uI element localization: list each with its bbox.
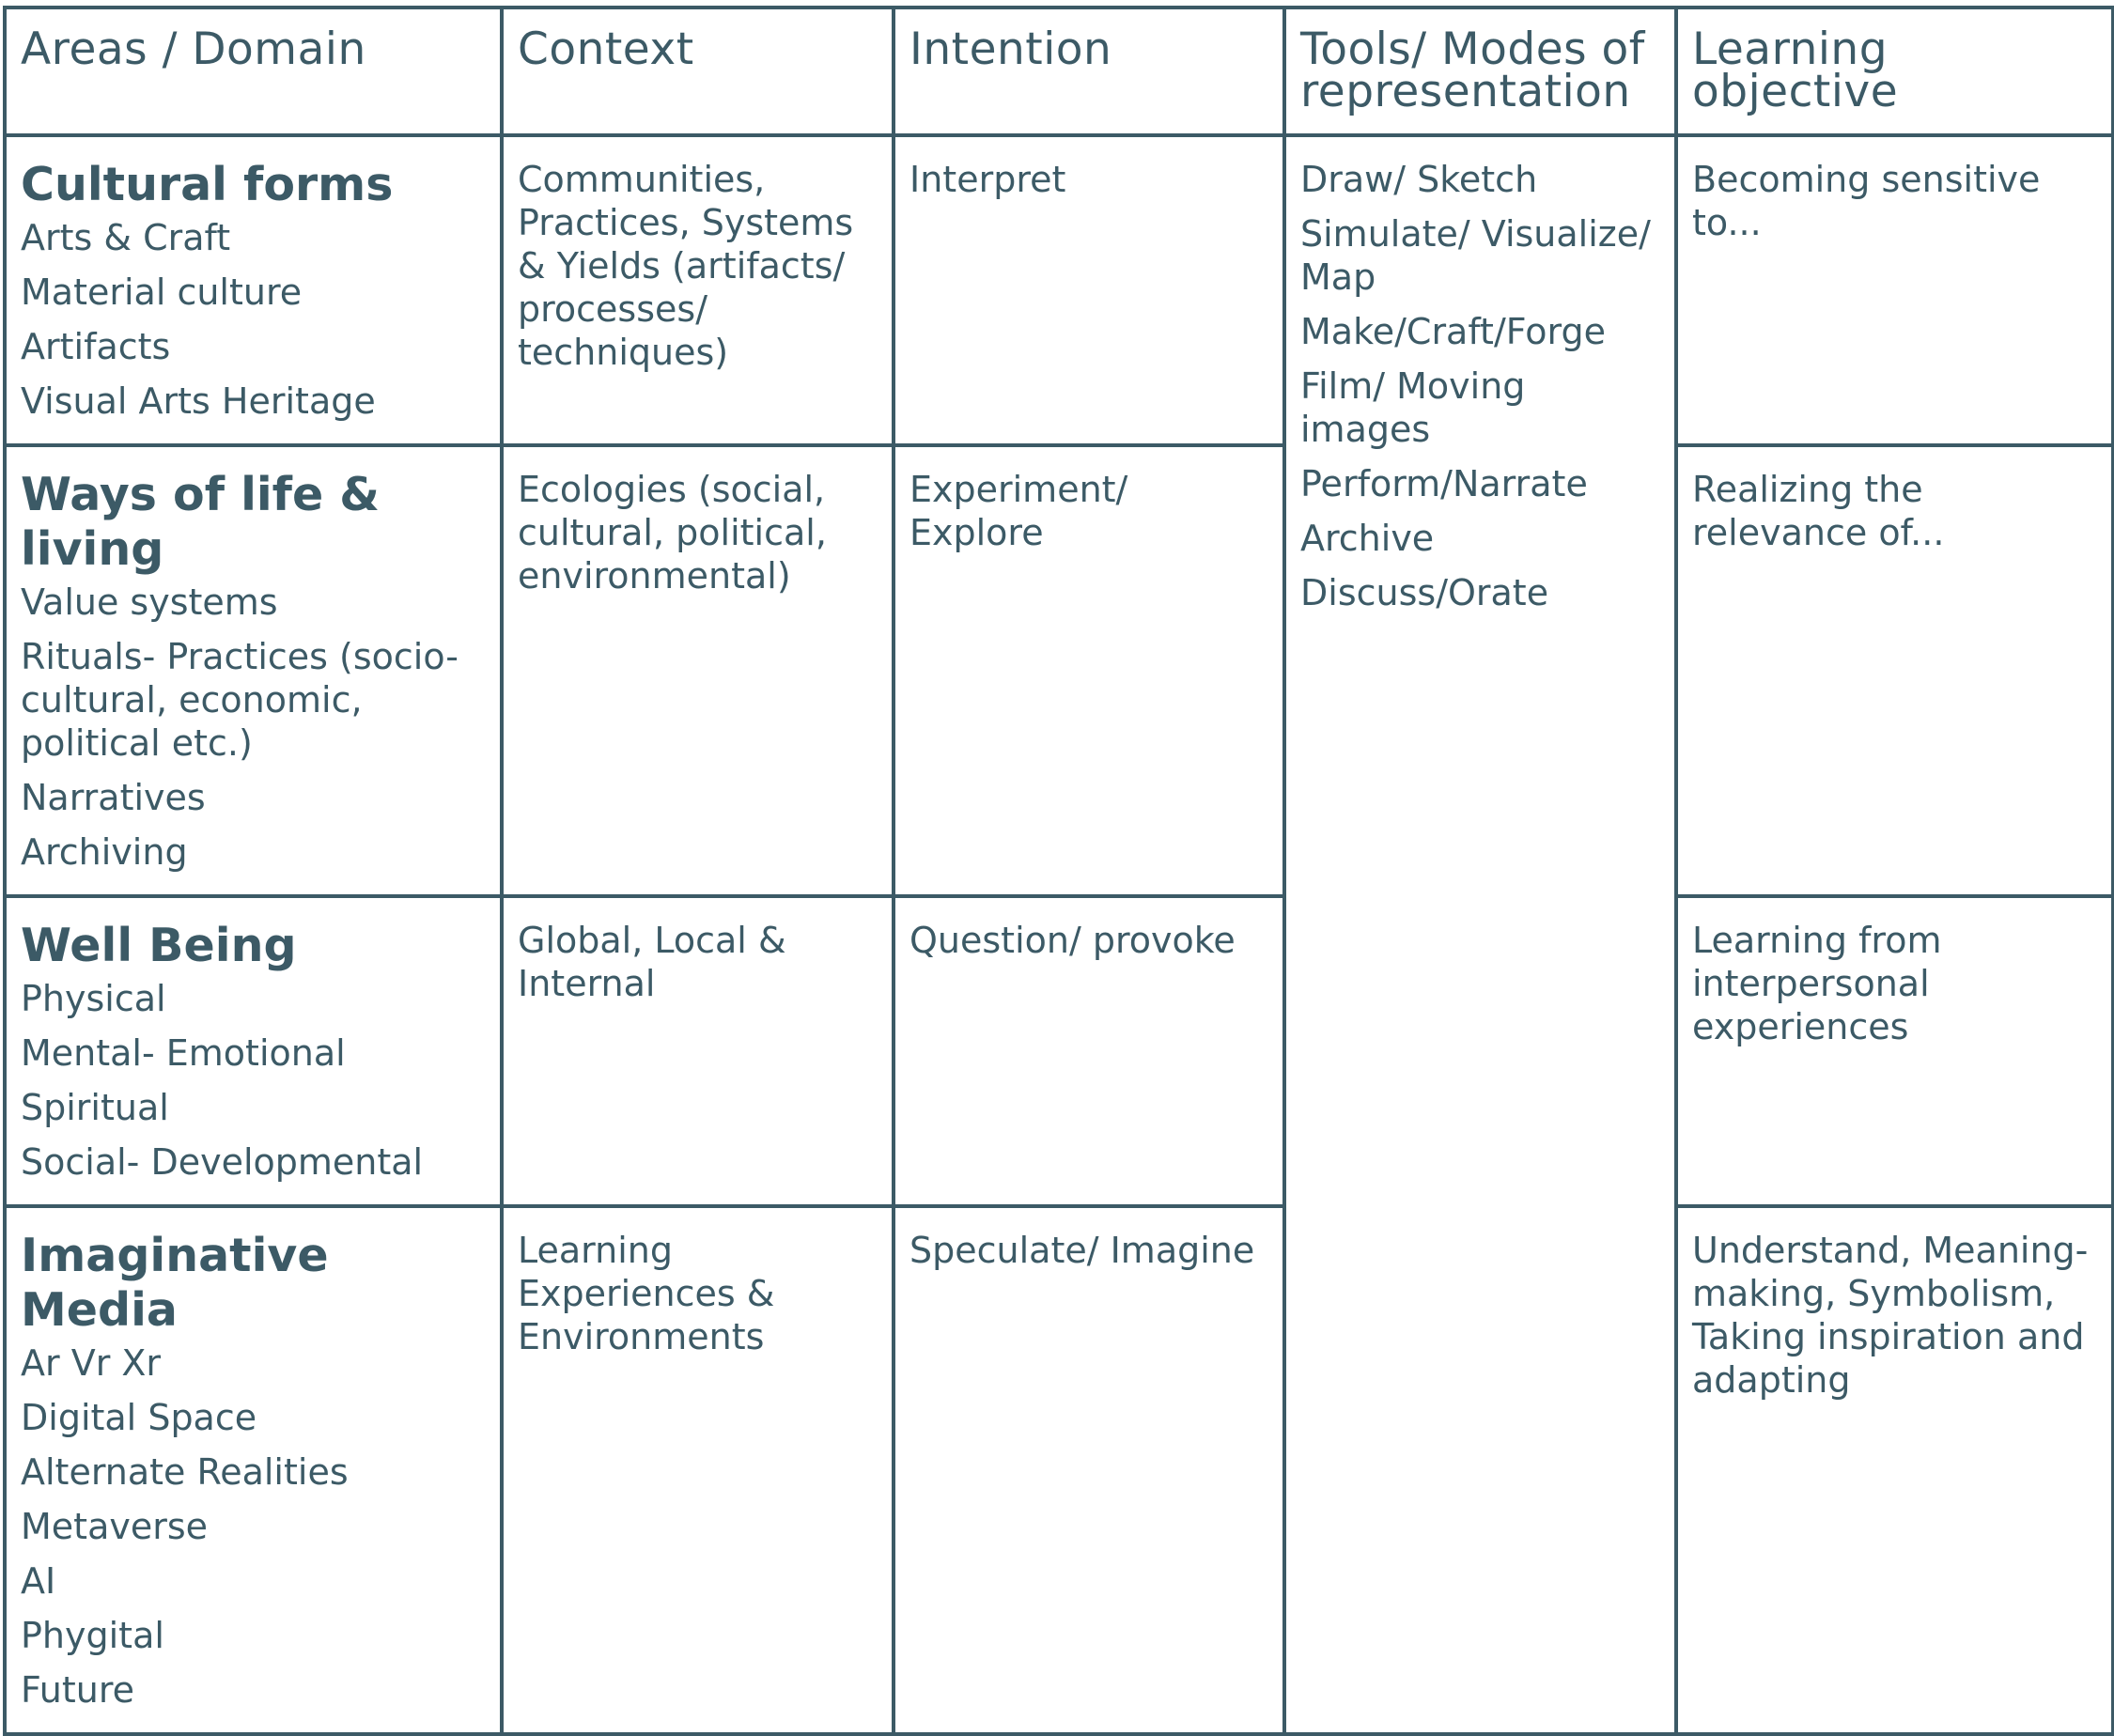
framework-table-page: Areas / Domain Context Intention Tools/ …: [3, 6, 2114, 1736]
domain-item: Artifacts: [21, 326, 171, 367]
domain-item: Future: [21, 1669, 135, 1711]
context-text: Ecologies (social, cultural, political, …: [518, 469, 827, 597]
header-learning-objective: Learning objective: [1674, 6, 2114, 137]
domain-item: Phygital: [21, 1615, 164, 1656]
domain-cell: Ways of life & living Value systems Ritu…: [3, 443, 504, 898]
objective-cell: Realizing the relevance of...: [1674, 443, 2114, 898]
intention-text: Interpret: [909, 159, 1066, 200]
context-cell: Communities, Practices, Systems & Yields…: [500, 133, 895, 447]
domain-item: Spiritual: [21, 1087, 169, 1128]
table-row: Ways of life & living Value systems Ritu…: [3, 443, 2114, 898]
objective-cell: Understand, Meaning-making, Symbolism, T…: [1674, 1204, 2114, 1736]
context-cell: Ecologies (social, cultural, political, …: [500, 443, 895, 898]
domain-item: Ar Vr Xr: [21, 1342, 162, 1384]
domain-item: AI: [21, 1560, 56, 1602]
context-text: Learning Experiences & Environments: [518, 1230, 775, 1357]
domain-item: Material culture: [21, 271, 303, 313]
domain-item: Physical: [21, 978, 166, 1019]
domain-item: Visual Arts Heritage: [21, 380, 376, 422]
context-text: Global, Local & Internal: [518, 920, 786, 1004]
tool-item: Archive: [1300, 518, 1435, 559]
domain-item: Social- Developmental: [21, 1141, 424, 1183]
domain-item: Metaverse: [21, 1506, 209, 1547]
tool-item: Perform/Narrate: [1300, 463, 1588, 504]
domain-title: Cultural forms: [21, 158, 394, 211]
domain-item: Mental- Emotional: [21, 1032, 346, 1074]
domain-cell: Well Being Physical Mental- Emotional Sp…: [3, 894, 504, 1208]
domain-item: Arts & Craft: [21, 217, 231, 258]
intention-cell: Interpret: [892, 133, 1286, 447]
domain-title: Well Being: [21, 919, 297, 972]
intention-cell: Experiment/ Explore: [892, 443, 1286, 898]
tool-item: Film/ Moving images: [1300, 365, 1526, 450]
intention-cell: Speculate/ Imagine: [892, 1204, 1286, 1736]
tools-cell: Draw/ Sketch Simulate/ Visualize/ Map Ma…: [1282, 133, 1678, 1736]
objective-text: Understand, Meaning-making, Symbolism, T…: [1692, 1230, 2089, 1401]
objective-cell: Learning from interpersonal experiences: [1674, 894, 2114, 1208]
header-tools-modes: Tools/ Modes of representation: [1282, 6, 1678, 137]
domain-item: Digital Space: [21, 1397, 257, 1438]
domain-item: Value systems: [21, 581, 278, 623]
context-cell: Global, Local & Internal: [500, 894, 895, 1208]
intention-text: Question/ provoke: [909, 920, 1236, 961]
context-cell: Learning Experiences & Environments: [500, 1204, 895, 1736]
domain-cell: Cultural forms Arts & Craft Material cul…: [3, 133, 504, 447]
domain-title: Imaginative Media: [21, 1229, 329, 1337]
table-row: Imaginative Media Ar Vr Xr Digital Space…: [3, 1204, 2114, 1736]
domain-cell: Imaginative Media Ar Vr Xr Digital Space…: [3, 1204, 504, 1736]
tool-item: Make/Craft/Forge: [1300, 311, 1606, 352]
objective-text: Realizing the relevance of...: [1692, 469, 1945, 553]
domain-item: Archiving: [21, 831, 188, 873]
header-context: Context: [500, 6, 895, 137]
domain-item: Narratives: [21, 777, 206, 818]
objective-text: Learning from interpersonal experiences: [1692, 920, 1942, 1047]
framework-table: Areas / Domain Context Intention Tools/ …: [3, 6, 2114, 1736]
intention-text: Speculate/ Imagine: [909, 1230, 1255, 1271]
tool-item: Discuss/Orate: [1300, 572, 1549, 613]
table-row: Well Being Physical Mental- Emotional Sp…: [3, 894, 2114, 1208]
header-row: Areas / Domain Context Intention Tools/ …: [3, 6, 2114, 137]
domain-title: Ways of life & living: [21, 468, 380, 576]
context-text: Communities, Practices, Systems & Yields…: [518, 159, 854, 373]
objective-cell: Becoming sensitive to...: [1674, 133, 2114, 447]
tool-item: Simulate/ Visualize/ Map: [1300, 213, 1651, 298]
domain-item: Rituals- Practices (socio-cultural, econ…: [21, 636, 459, 764]
intention-text: Experiment/ Explore: [909, 469, 1128, 553]
table-row: Cultural forms Arts & Craft Material cul…: [3, 133, 2114, 1736]
tool-item: Draw/ Sketch: [1300, 159, 1538, 200]
domain-item: Alternate Realities: [21, 1451, 349, 1493]
header-intention: Intention: [892, 6, 1286, 137]
objective-text: Becoming sensitive to...: [1692, 159, 2041, 243]
header-areas-domain: Areas / Domain: [3, 6, 504, 137]
intention-cell: Question/ provoke: [892, 894, 1286, 1208]
